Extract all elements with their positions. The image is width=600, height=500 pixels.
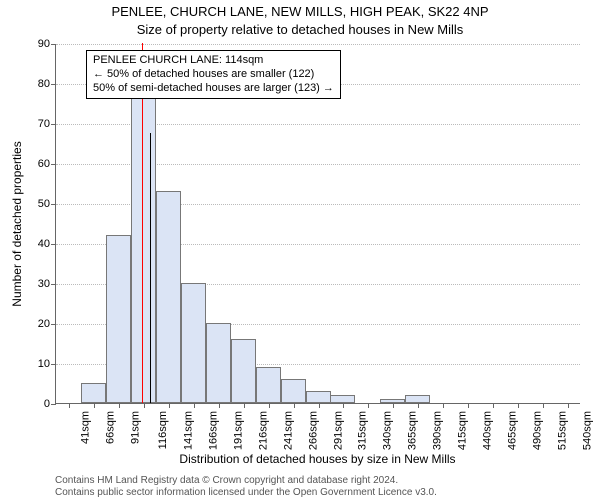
x-tick-label: 216sqm xyxy=(257,411,269,450)
histogram-bar xyxy=(81,383,106,403)
histogram-bar xyxy=(206,323,231,403)
y-tick-label: 80 xyxy=(38,78,50,90)
x-tick-label: 340sqm xyxy=(381,411,393,450)
annotation-line: ← 50% of detached houses are smaller (12… xyxy=(93,68,334,82)
y-tick-label: 10 xyxy=(38,358,50,370)
y-tick-label: 0 xyxy=(44,398,50,410)
x-tick-label: 266sqm xyxy=(307,411,319,450)
chart-subtitle: Size of property relative to detached ho… xyxy=(0,22,600,37)
x-tick-mark xyxy=(343,403,344,408)
x-tick-label: 390sqm xyxy=(431,411,443,450)
y-tick-mark xyxy=(51,404,56,405)
histogram-bar xyxy=(256,367,281,403)
x-tick-label: 440sqm xyxy=(481,411,493,450)
histogram-bar xyxy=(231,339,256,403)
y-tick-mark xyxy=(51,164,56,165)
x-tick-label: 66sqm xyxy=(104,411,116,444)
x-tick-mark xyxy=(493,403,494,408)
x-tick-mark xyxy=(269,403,270,408)
median-marker-line xyxy=(150,133,151,403)
x-tick-label: 540sqm xyxy=(581,411,593,450)
histogram-bar xyxy=(156,191,181,403)
x-tick-label: 315sqm xyxy=(356,411,368,450)
y-tick-mark xyxy=(51,284,56,285)
x-tick-mark xyxy=(468,403,469,408)
y-tick-mark xyxy=(51,244,56,245)
annotation-box: PENLEE CHURCH LANE: 114sqm← 50% of detac… xyxy=(86,50,341,99)
y-tick-mark xyxy=(51,124,56,125)
x-tick-mark xyxy=(443,403,444,408)
x-tick-label: 191sqm xyxy=(232,411,244,450)
y-tick-label: 50 xyxy=(38,198,50,210)
x-tick-mark xyxy=(518,403,519,408)
x-tick-mark xyxy=(169,403,170,408)
x-tick-mark xyxy=(244,403,245,408)
footer-line-2: Contains public sector information licen… xyxy=(55,487,580,499)
x-tick-label: 116sqm xyxy=(157,411,169,449)
footer-line-1: Contains HM Land Registry data © Crown c… xyxy=(55,475,580,487)
x-tick-label: 241sqm xyxy=(282,411,294,450)
x-tick-mark xyxy=(119,403,120,408)
x-tick-mark xyxy=(319,403,320,408)
x-axis-label: Distribution of detached houses by size … xyxy=(55,452,580,466)
x-tick-mark xyxy=(393,403,394,408)
x-tick-label: 415sqm xyxy=(456,411,468,450)
y-tick-mark xyxy=(51,84,56,85)
y-tick-label: 70 xyxy=(38,118,50,130)
x-tick-label: 91sqm xyxy=(129,411,141,444)
x-tick-mark xyxy=(294,403,295,408)
x-tick-label: 141sqm xyxy=(182,411,194,450)
y-tick-label: 20 xyxy=(38,318,50,330)
x-tick-mark xyxy=(94,403,95,408)
footer-attribution: Contains HM Land Registry data © Crown c… xyxy=(55,475,580,498)
y-tick-mark xyxy=(51,324,56,325)
chart-container: PENLEE, CHURCH LANE, NEW MILLS, HIGH PEA… xyxy=(0,0,600,500)
y-tick-label: 60 xyxy=(38,158,50,170)
y-tick-mark xyxy=(51,204,56,205)
y-tick-label: 30 xyxy=(38,278,50,290)
x-tick-mark xyxy=(194,403,195,408)
histogram-bar xyxy=(181,283,206,403)
annotation-line: PENLEE CHURCH LANE: 114sqm xyxy=(93,54,334,68)
x-tick-label: 515sqm xyxy=(556,411,568,450)
histogram-bar xyxy=(106,235,131,403)
histogram-bar xyxy=(131,75,156,403)
histogram-bar xyxy=(405,395,430,403)
x-tick-label: 490sqm xyxy=(531,411,543,450)
x-tick-label: 291sqm xyxy=(332,411,344,450)
y-tick-mark xyxy=(51,44,56,45)
y-axis-label: Number of detached properties xyxy=(10,59,24,224)
x-tick-mark xyxy=(418,403,419,408)
x-tick-mark xyxy=(568,403,569,408)
x-tick-label: 465sqm xyxy=(506,411,518,450)
x-tick-label: 365sqm xyxy=(406,411,418,450)
x-tick-mark xyxy=(144,403,145,408)
chart-title: PENLEE, CHURCH LANE, NEW MILLS, HIGH PEA… xyxy=(0,4,600,19)
y-tick-label: 90 xyxy=(38,38,50,50)
histogram-bar xyxy=(281,379,306,403)
annotation-line: 50% of semi-detached houses are larger (… xyxy=(93,82,334,96)
gridline xyxy=(56,44,580,45)
y-tick-label: 40 xyxy=(38,238,50,250)
plot-area: 010203040506070809041sqm66sqm91sqm116sqm… xyxy=(55,44,580,404)
histogram-bar xyxy=(330,395,355,403)
x-tick-mark xyxy=(543,403,544,408)
x-tick-label: 41sqm xyxy=(79,411,91,444)
histogram-bar xyxy=(306,391,331,403)
x-tick-label: 166sqm xyxy=(207,411,219,450)
y-tick-mark xyxy=(51,364,56,365)
x-tick-mark xyxy=(219,403,220,408)
x-tick-mark xyxy=(69,403,70,408)
x-tick-mark xyxy=(368,403,369,408)
